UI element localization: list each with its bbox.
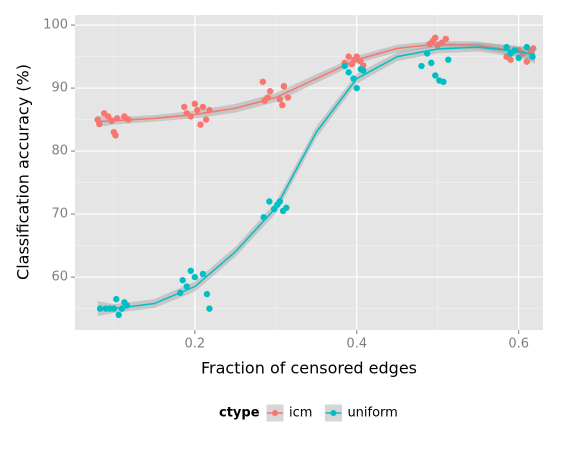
point (432, 72, 439, 79)
y-tick-label: 90 (51, 81, 68, 96)
panel (75, 15, 543, 330)
point (284, 94, 292, 101)
point (96, 120, 103, 128)
smooth-line (97, 46, 536, 310)
x-axis-title: Fraction of censored edges (201, 359, 417, 378)
point (104, 113, 112, 120)
legend-label: icm (289, 406, 312, 421)
point (345, 53, 352, 60)
point (112, 132, 119, 139)
y-tick-label: 80 (51, 144, 68, 159)
point (523, 43, 531, 51)
x-tick-label: 0.2 (184, 337, 205, 352)
point (345, 69, 352, 76)
y-tick-label: 100 (43, 18, 68, 33)
point (266, 88, 274, 95)
point (187, 267, 194, 274)
y-tick-label: 60 (51, 270, 68, 285)
point (179, 277, 186, 284)
point (206, 305, 213, 312)
point (197, 121, 204, 128)
legend-point (272, 410, 278, 416)
point (259, 78, 267, 85)
point (202, 116, 210, 123)
legend-title: ctype (219, 406, 260, 421)
point (353, 53, 360, 60)
point (266, 198, 273, 205)
point (203, 290, 211, 298)
point (442, 35, 450, 43)
point (440, 78, 447, 85)
point (194, 106, 201, 114)
x-tick-label: 0.6 (508, 337, 529, 352)
point (276, 96, 284, 103)
point (515, 54, 522, 62)
point (191, 100, 199, 108)
point (432, 34, 439, 41)
point (191, 273, 199, 281)
y-axis-title: Classification accuracy (%) (14, 64, 33, 280)
point (181, 103, 188, 111)
point (283, 204, 290, 211)
point (523, 58, 531, 65)
point (530, 45, 537, 52)
point (113, 295, 120, 303)
point (445, 56, 452, 63)
point (507, 56, 514, 63)
smooth-line (97, 43, 536, 123)
point (280, 82, 288, 90)
legend-point (330, 410, 337, 416)
legend-label: uniform (347, 406, 397, 421)
point (353, 84, 360, 92)
point (341, 62, 348, 70)
point (428, 59, 435, 67)
point (199, 103, 207, 111)
point (418, 62, 425, 70)
point (199, 270, 207, 278)
point (279, 101, 286, 109)
point (115, 311, 122, 319)
y-tick-label: 70 (51, 207, 68, 222)
point (503, 43, 510, 51)
point (360, 67, 367, 74)
point (183, 283, 190, 290)
x-tick-label: 0.4 (346, 337, 367, 352)
